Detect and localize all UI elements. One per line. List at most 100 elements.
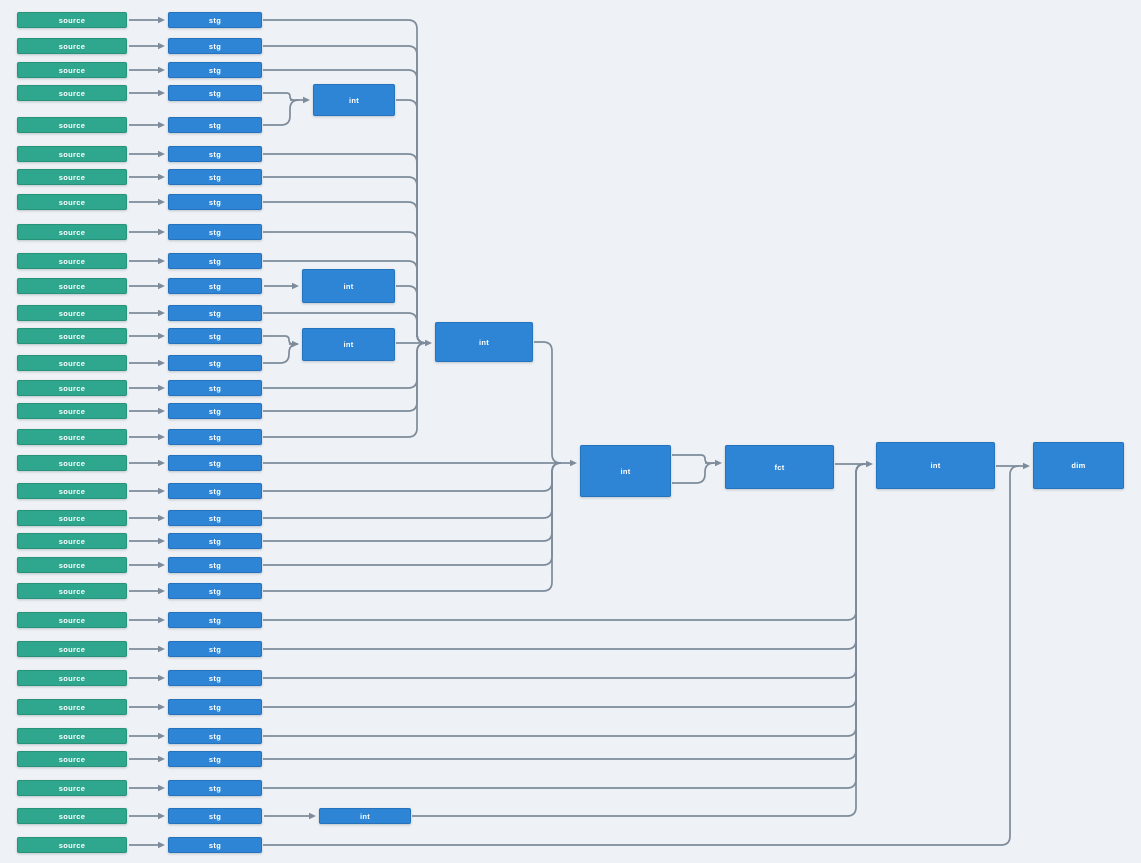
node-g23[interactable]: stg xyxy=(168,583,262,599)
arrowhead-s11-to-g11 xyxy=(158,282,165,290)
arrowhead-s6-to-g6 xyxy=(158,150,165,158)
node-g20[interactable]: stg xyxy=(168,510,262,526)
node-s21[interactable]: source xyxy=(17,533,127,549)
node-s30[interactable]: source xyxy=(17,780,127,796)
node-s22[interactable]: source xyxy=(17,557,127,573)
node-iD[interactable]: int xyxy=(435,322,533,362)
arrowhead-g31-to-iG xyxy=(309,812,316,820)
node-s20[interactable]: source xyxy=(17,510,127,526)
node-s12[interactable]: source xyxy=(17,305,127,321)
node-s10[interactable]: source xyxy=(17,253,127,269)
arrowhead-s5-to-g5 xyxy=(158,121,165,129)
node-s7[interactable]: source xyxy=(17,169,127,185)
node-g31[interactable]: stg xyxy=(168,808,262,824)
node-g32[interactable]: stg xyxy=(168,837,262,853)
node-g4[interactable]: stg xyxy=(168,85,262,101)
node-g30[interactable]: stg xyxy=(168,780,262,796)
node-s3[interactable]: source xyxy=(17,62,127,78)
node-g15[interactable]: stg xyxy=(168,380,262,396)
arrowhead-s30-to-g30 xyxy=(158,784,165,792)
arrowhead-s32-to-g32 xyxy=(158,841,165,849)
arrowhead-s20-to-g20 xyxy=(158,514,165,522)
arrowhead-fct-to-iF xyxy=(866,460,873,468)
node-fct[interactable]: fct xyxy=(725,445,834,489)
node-g10[interactable]: stg xyxy=(168,253,262,269)
node-g6[interactable]: stg xyxy=(168,146,262,162)
edge-g12-to-iD xyxy=(263,312,427,344)
node-g29[interactable]: stg xyxy=(168,751,262,767)
node-s19[interactable]: source xyxy=(17,483,127,499)
edge-g23-to-iE xyxy=(263,462,562,592)
arrowhead-s18-to-g18 xyxy=(158,459,165,467)
node-s31[interactable]: source xyxy=(17,808,127,824)
node-g18[interactable]: stg xyxy=(168,455,262,471)
arrowhead-s25-to-g25 xyxy=(158,645,165,653)
node-iE[interactable]: int xyxy=(580,445,671,497)
node-s4[interactable]: source xyxy=(17,85,127,101)
node-g11[interactable]: stg xyxy=(168,278,262,294)
node-s16[interactable]: source xyxy=(17,403,127,419)
node-s5[interactable]: source xyxy=(17,117,127,133)
node-dim[interactable]: dim xyxy=(1033,442,1124,489)
arrowhead-s15-to-g15 xyxy=(158,384,165,392)
node-g5[interactable]: stg xyxy=(168,117,262,133)
node-s8[interactable]: source xyxy=(17,194,127,210)
node-g14[interactable]: stg xyxy=(168,355,262,371)
node-g12[interactable]: stg xyxy=(168,305,262,321)
node-s15[interactable]: source xyxy=(17,380,127,396)
node-s29[interactable]: source xyxy=(17,751,127,767)
node-s1[interactable]: source xyxy=(17,12,127,28)
arrowhead-s24-to-g24 xyxy=(158,616,165,624)
node-iF[interactable]: int xyxy=(876,442,995,489)
node-s2[interactable]: source xyxy=(17,38,127,54)
node-s14[interactable]: source xyxy=(17,355,127,371)
node-g1[interactable]: stg xyxy=(168,12,262,28)
node-s26[interactable]: source xyxy=(17,670,127,686)
node-g2[interactable]: stg xyxy=(168,38,262,54)
node-g16[interactable]: stg xyxy=(168,403,262,419)
node-s18[interactable]: source xyxy=(17,455,127,471)
node-g7[interactable]: stg xyxy=(168,169,262,185)
node-s24[interactable]: source xyxy=(17,612,127,628)
node-iC[interactable]: int xyxy=(302,328,395,361)
node-g28[interactable]: stg xyxy=(168,728,262,744)
node-g8[interactable]: stg xyxy=(168,194,262,210)
node-s32[interactable]: source xyxy=(17,837,127,853)
node-s27[interactable]: source xyxy=(17,699,127,715)
node-s9[interactable]: source xyxy=(17,224,127,240)
node-s11[interactable]: source xyxy=(17,278,127,294)
node-s25[interactable]: source xyxy=(17,641,127,657)
arrowhead-iC-to-iD xyxy=(425,339,432,347)
node-g13[interactable]: stg xyxy=(168,328,262,344)
node-g25[interactable]: stg xyxy=(168,641,262,657)
node-s13[interactable]: source xyxy=(17,328,127,344)
node-g21[interactable]: stg xyxy=(168,533,262,549)
node-s28[interactable]: source xyxy=(17,728,127,744)
node-iG[interactable]: int xyxy=(319,808,411,824)
edge-iE-to-fct xyxy=(672,462,715,484)
arrowhead-s21-to-g21 xyxy=(158,537,165,545)
arrowhead-s9-to-g9 xyxy=(158,228,165,236)
arrowhead-s8-to-g8 xyxy=(158,198,165,206)
node-g3[interactable]: stg xyxy=(168,62,262,78)
node-s6[interactable]: source xyxy=(17,146,127,162)
edge-iG-to-iF xyxy=(412,463,866,817)
arrowhead-iC-merge xyxy=(292,340,299,348)
node-g24[interactable]: stg xyxy=(168,612,262,628)
node-iA[interactable]: int xyxy=(313,84,395,116)
arrowhead-s23-to-g23 xyxy=(158,587,165,595)
node-g9[interactable]: stg xyxy=(168,224,262,240)
node-s23[interactable]: source xyxy=(17,583,127,599)
node-g22[interactable]: stg xyxy=(168,557,262,573)
node-g26[interactable]: stg xyxy=(168,670,262,686)
node-g19[interactable]: stg xyxy=(168,483,262,499)
node-g27[interactable]: stg xyxy=(168,699,262,715)
node-s17[interactable]: source xyxy=(17,429,127,445)
arrowhead-g11-to-iB xyxy=(292,282,299,290)
arrowhead-iF-to-dim xyxy=(1023,462,1030,470)
arrowhead-s12-to-g12 xyxy=(158,309,165,317)
arrowhead-s10-to-g10 xyxy=(158,257,165,265)
node-g17[interactable]: stg xyxy=(168,429,262,445)
node-iB[interactable]: int xyxy=(302,269,395,303)
